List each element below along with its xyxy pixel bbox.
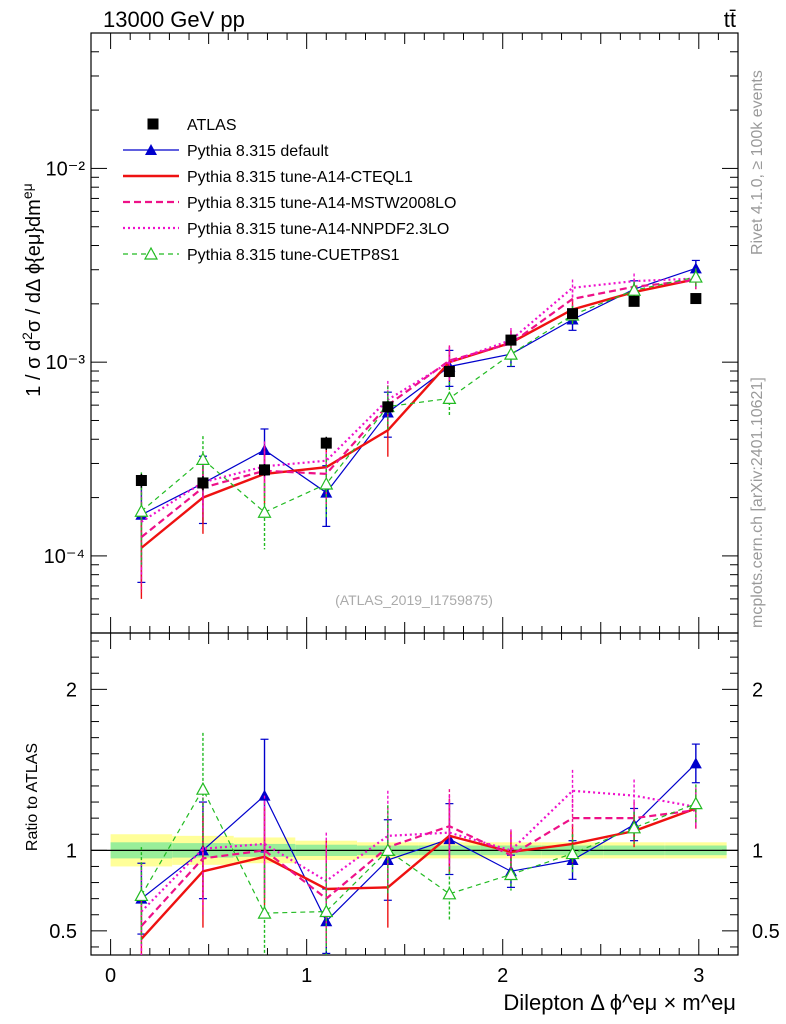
legend-marker xyxy=(147,118,159,130)
ratio-marker xyxy=(258,789,271,801)
ratio-panel-frame xyxy=(90,632,739,956)
ratio-marker xyxy=(380,843,395,856)
main-series-pythia-8-315-default xyxy=(135,259,702,583)
ratio-y-tick-label: 1 xyxy=(66,840,77,862)
ratio-line-pythia-8-315-tune-cuetp8s1 xyxy=(140,787,697,914)
legend-entry-atlas: ATLAS xyxy=(147,117,237,134)
main-marker xyxy=(443,365,455,377)
legend-entry-pythia-8-315-tune-cuetp8s1: Pythia 8.315 tune-CUETP8S1 xyxy=(123,246,400,264)
legend: ATLAS Pythia 8.315 default Pythia 8.315 tu… xyxy=(123,117,456,264)
main-marker xyxy=(688,269,703,283)
ratio-marker xyxy=(689,757,702,769)
main-series-layer xyxy=(134,259,703,599)
main-marker xyxy=(195,452,210,465)
main-marker xyxy=(319,476,334,490)
ratio-line-pythia-8-315-tune-a14-nnpdf2-3lo xyxy=(140,789,697,913)
main-marker xyxy=(134,504,149,517)
legend-entry-pythia-8-315-tune-a14-mstw2008lo: Pythia 8.315 tune-A14-MSTW2008LO xyxy=(123,195,456,212)
main-marker xyxy=(320,437,332,449)
legend-entry-pythia-8-315-tune-a14-cteql1: Pythia 8.315 tune-A14-CTEQL1 xyxy=(123,169,413,186)
energy-label: 13000 GeV pp xyxy=(103,7,245,32)
ratio-marker xyxy=(688,796,703,810)
mcplots-label: mcplots.cern.ch [arXiv:2401.10621] xyxy=(749,377,766,628)
rivet-label: Rivet 4.1.0, ≥ 100k events xyxy=(749,70,766,255)
legend-marker xyxy=(143,246,159,260)
ratio-marker xyxy=(195,781,210,795)
ratio-marker xyxy=(319,904,334,918)
ratio-line-pythia-8-315-tune-a14-cteql1 xyxy=(140,807,697,940)
ratio-marker xyxy=(503,867,518,881)
main-line-pythia-8-315-tune-a14-cteql1 xyxy=(140,278,697,549)
legend-entry-pythia-8-315-tune-a14-nnpdf2-3lo: Pythia 8.315 tune-A14-NNPDF2.3LO xyxy=(123,221,449,238)
x-axis-title: Dilepton Δ ϕ^eμ × m^eμ xyxy=(503,990,736,1015)
main-marker xyxy=(257,504,272,518)
main-marker xyxy=(627,283,642,296)
main-marker xyxy=(690,293,702,305)
main-line-pythia-8-315-tune-a14-nnpdf2-3lo xyxy=(140,277,696,523)
legend-label: Pythia 8.315 tune-A14-CTEQL1 xyxy=(187,169,413,186)
main-marker xyxy=(503,346,518,360)
legend-label: Pythia 8.315 tune-A14-NNPDF2.3LO xyxy=(187,221,449,238)
ratio-marker xyxy=(565,846,580,860)
legend-label: Pythia 8.315 tune-CUETP8S1 xyxy=(187,247,400,264)
ratio-marker xyxy=(627,820,642,834)
analysis-watermark: (ATLAS_2019_I1759875) xyxy=(335,592,493,608)
x-tick-label: 2 xyxy=(497,965,508,987)
legend-entry-pythia-8-315-default: Pythia 8.315 default xyxy=(123,143,329,160)
ratio-series-pythia-8-315-tune-a14-cteql1 xyxy=(140,789,697,955)
axis-ticks: 10⁻⁴ 10⁻³ 10⁻² 0 1 2 3 0.5 0.5 1 1 2 2 xyxy=(44,32,780,987)
ratio-series-pythia-8-315-tune-a14-mstw2008lo xyxy=(140,789,697,955)
main-series-pythia-8-315-tune-a14-cteql1 xyxy=(140,270,697,599)
main-y-tick-label: 10⁻³ xyxy=(46,352,86,374)
main-y-tick-label: 10⁻² xyxy=(46,158,86,180)
ratio-marker xyxy=(134,888,149,902)
main-marker xyxy=(442,391,457,405)
ratio-line-pythia-8-315-tune-a14-mstw2008lo xyxy=(140,809,696,927)
main-series-pythia-8-315-tune-a14-mstw2008lo xyxy=(140,271,697,593)
main-marker xyxy=(505,334,517,346)
ratio-y-tick-label-right: 0.5 xyxy=(752,921,780,943)
ratio-y-tick-label: 0.5 xyxy=(49,921,77,943)
ratio-y-tick-label-right: 1 xyxy=(752,840,763,862)
ratio-y-tick-label-right: 2 xyxy=(752,679,763,701)
main-line-pythia-8-315-default xyxy=(141,267,697,516)
legend-label: Pythia 8.315 tune-A14-MSTW2008LO xyxy=(187,195,456,212)
main-marker xyxy=(135,475,147,487)
main-series-pythia-8-315-tune-a14-nnpdf2-3lo xyxy=(140,269,697,575)
x-tick-label: 3 xyxy=(693,965,704,987)
ratio-marker xyxy=(257,905,272,919)
x-tick-label: 0 xyxy=(105,965,116,987)
ratio-series-pythia-8-315-tune-cuetp8s1 xyxy=(134,732,703,955)
main-series-atlas xyxy=(135,293,702,491)
ratio-marker xyxy=(442,886,457,900)
main-y-tick-label: 10⁻⁴ xyxy=(44,546,85,568)
ratio-y-axis-title: Ratio to ATLAS xyxy=(24,743,41,851)
main-marker xyxy=(567,308,579,320)
main-y-axis-title: 1 / σ d2σ / dΔ ϕ{eμ}dmeμ xyxy=(19,183,45,396)
main-marker xyxy=(382,401,394,413)
x-tick-label: 1 xyxy=(301,965,312,987)
main-marker xyxy=(689,262,702,274)
ratio-series-layer xyxy=(134,732,703,955)
ratio-line-pythia-8-315-default xyxy=(141,762,697,923)
legend-label: ATLAS xyxy=(187,117,237,134)
main-line-pythia-8-315-tune-a14-mstw2008lo xyxy=(140,279,696,538)
process-label: tt̄ xyxy=(724,7,736,32)
main-line-pythia-8-315-tune-cuetp8s1 xyxy=(141,276,696,513)
legend-marker xyxy=(145,144,157,155)
legend-label: Pythia 8.315 default xyxy=(187,143,329,160)
ratio-y-tick-label: 2 xyxy=(66,679,77,701)
main-marker xyxy=(259,464,271,476)
main-series-pythia-8-315-tune-cuetp8s1 xyxy=(134,268,703,565)
main-marker xyxy=(628,295,640,307)
main-marker xyxy=(197,477,209,489)
